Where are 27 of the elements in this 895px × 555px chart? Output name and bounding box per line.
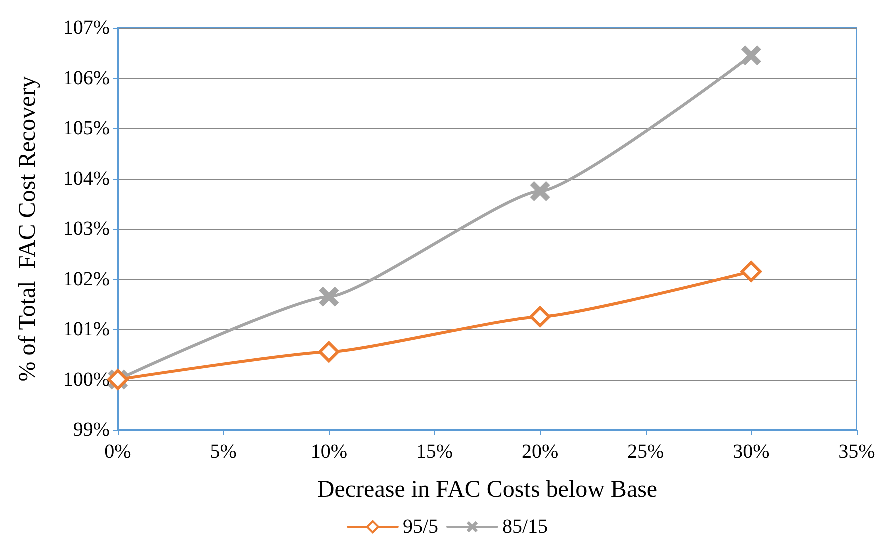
y-tick-label: 102% (63, 268, 110, 290)
point (530, 306, 551, 328)
x-tick-label: 10% (310, 441, 348, 463)
y-tick-label: 99% (73, 419, 110, 441)
y-tick-label: 100% (63, 368, 110, 391)
x-axis-title: Decrease in FAC Costs below Base (317, 477, 658, 503)
x-tick-label: 20% (522, 441, 559, 463)
point (740, 261, 762, 282)
y-tick-label: 105% (63, 118, 110, 140)
y-tick-label: 103% (63, 218, 110, 240)
x-tick-label: 0% (104, 441, 132, 463)
x-tick-label: 30% (733, 441, 770, 463)
x-tick-label: 5% (210, 441, 237, 463)
point (319, 286, 340, 307)
x-tick-label: 35% (838, 441, 876, 463)
point (741, 46, 762, 66)
y-tick-label: 104% (63, 168, 110, 190)
x-tick-label: 15% (416, 441, 454, 463)
point (530, 181, 550, 202)
y-tick-label: 107% (63, 17, 110, 39)
legend-label: 95/5 (402, 516, 439, 538)
x-tick-label: 25% (628, 441, 664, 463)
y-tick-label: 106% (63, 67, 110, 90)
y-tick-label: 101% (63, 318, 110, 340)
y-axis-title: % of Total FAC Cost Recovery (15, 76, 41, 382)
legend-label: 85/15 (502, 516, 548, 538)
point (318, 342, 340, 363)
